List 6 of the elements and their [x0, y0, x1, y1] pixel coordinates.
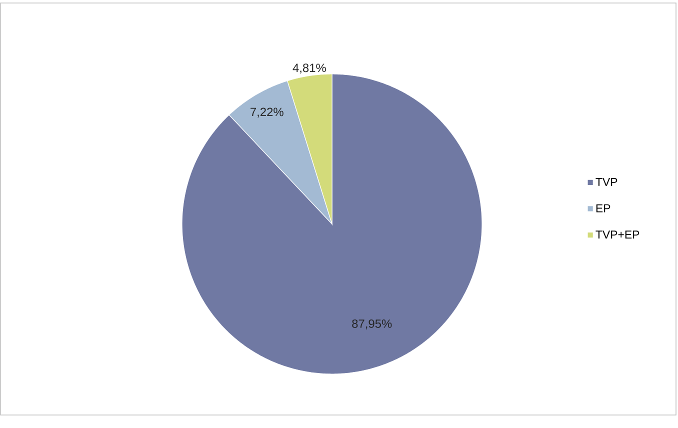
data-label: 7,22% — [250, 108, 284, 118]
legend-label: EP — [596, 204, 610, 212]
data-label: 87,95% — [352, 319, 392, 330]
legend-label: TVP — [596, 178, 618, 186]
data-label: 4,81% — [292, 64, 326, 74]
legend-label: TVP+EP — [596, 230, 640, 239]
